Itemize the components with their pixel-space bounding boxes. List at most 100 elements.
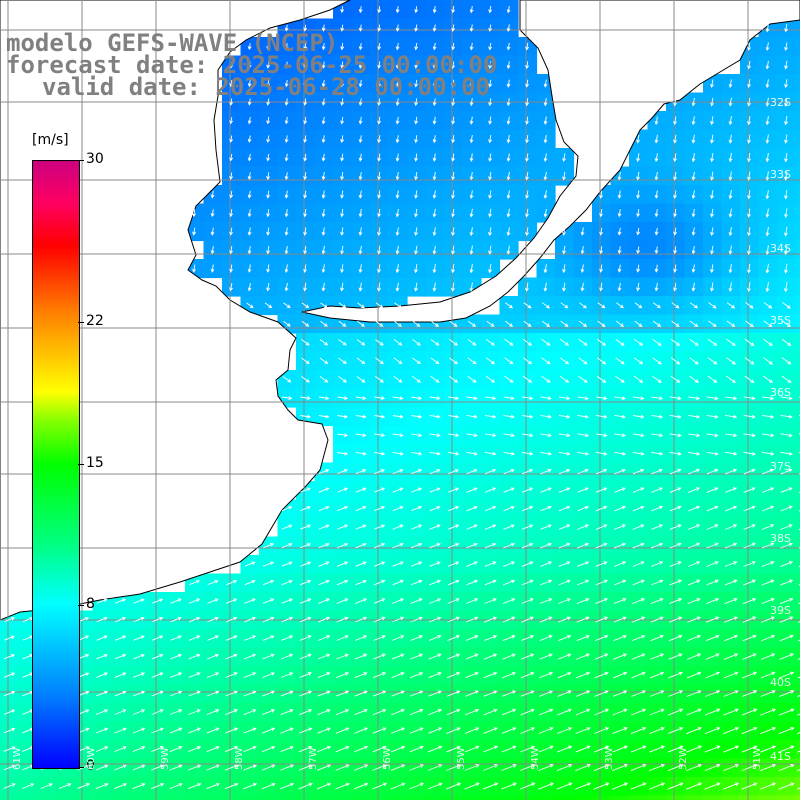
wind-arrow: [392, 451, 404, 456]
wind-arrow: [615, 338, 625, 346]
wind-arrow: [503, 524, 515, 530]
wind-arrow: [448, 487, 460, 493]
wind-arrow: [784, 263, 788, 274]
wind-arrow: [691, 190, 696, 200]
wind-arrow: [612, 671, 628, 679]
wind-arrow: [284, 153, 289, 162]
wind-arrow: [429, 487, 441, 493]
wind-arrow: [303, 190, 307, 199]
wind-arrow: [691, 171, 696, 181]
wind-arrow: [483, 653, 498, 660]
wind-arrow: [264, 302, 273, 309]
wind-arrow: [358, 135, 363, 144]
wind-arrow: [187, 782, 202, 790]
wind-arrow: [338, 320, 347, 327]
wind-arrow: [266, 209, 270, 218]
wind-arrow: [687, 616, 701, 623]
wind-arrow: [543, 190, 548, 200]
wind-arrow: [409, 745, 424, 753]
wind-cell: [259, 795, 279, 800]
wind-arrow: [280, 745, 294, 753]
wind-arrow: [4, 616, 15, 623]
wind-arrow: [688, 396, 701, 401]
wind-arrow: [281, 524, 293, 530]
wind-arrow: [317, 672, 331, 679]
wind-arrow: [373, 635, 386, 641]
wind-arrow: [335, 782, 350, 790]
wind-arrow: [747, 245, 751, 255]
wind-arrow: [580, 264, 585, 274]
wind-arrow: [340, 6, 345, 14]
wind-arrow: [391, 727, 406, 734]
wind-arrow: [337, 487, 348, 493]
wind-arrow: [744, 375, 755, 384]
wind-arrow: [484, 616, 497, 623]
wind-arrow: [447, 451, 460, 456]
wind-arrow: [539, 690, 554, 697]
wind-arrow: [340, 61, 345, 69]
wind-arrow: [318, 542, 330, 549]
wind-arrow: [504, 375, 514, 383]
wind-arrow: [761, 524, 775, 530]
wind-arrow: [488, 116, 492, 125]
wind-arrow: [451, 153, 455, 162]
wind-arrow: [377, 24, 382, 32]
lon-label: 55W: [456, 747, 467, 770]
wind-arrow: [761, 597, 775, 605]
wind-arrow: [617, 190, 622, 199]
wind-arrow: [466, 524, 478, 530]
wind-arrow: [284, 116, 289, 125]
wind-arrow: [358, 79, 363, 88]
wind-arrow: [593, 763, 610, 772]
wind-arrow: [449, 339, 458, 346]
wind-arrow: [651, 396, 664, 401]
wind-arrow: [710, 227, 714, 237]
wind-arrow: [779, 653, 794, 660]
wind-arrow: [169, 746, 183, 753]
wind-arrow: [337, 524, 349, 530]
wind-arrow: [504, 338, 514, 346]
wind-arrow: [358, 264, 363, 274]
wind-cell: [388, 795, 408, 800]
wind-arrow: [525, 79, 529, 88]
wind-arrow: [520, 708, 535, 716]
wind-arrow: [151, 746, 165, 753]
wind-arrow: [778, 690, 795, 698]
lon-label: 53W: [604, 747, 615, 770]
lat-label: 33S: [770, 168, 791, 181]
wind-cell: [18, 795, 38, 800]
wind-arrow: [188, 690, 201, 697]
wind-arrow: [654, 134, 659, 144]
wind-arrow: [321, 24, 326, 32]
wind-arrow: [301, 320, 310, 327]
wind-arrow: [414, 61, 419, 69]
colorbar-tick-mark: [78, 767, 84, 768]
wind-arrow: [411, 396, 423, 401]
wind-arrow: [303, 24, 308, 32]
wind-arrow: [747, 79, 751, 89]
wind-arrow: [355, 598, 368, 604]
wind-arrow: [224, 764, 239, 771]
wind-cell: [795, 351, 800, 371]
wind-arrow: [95, 746, 109, 752]
wind-arrow: [539, 598, 553, 604]
wind-arrow: [320, 320, 328, 327]
wind-arrow: [636, 227, 641, 236]
wind-arrow: [394, 320, 402, 327]
wind-cell: [795, 166, 800, 186]
wind-arrow: [502, 671, 516, 679]
wind-arrow: [488, 208, 492, 218]
wind-arrow: [599, 282, 603, 292]
wind-arrow: [412, 375, 421, 383]
wind-arrow: [728, 190, 733, 200]
land-mass: [0, 0, 800, 621]
wind-arrow: [502, 653, 516, 660]
wind-arrow: [780, 561, 793, 568]
wind-arrow: [374, 487, 386, 493]
wind-arrow: [448, 468, 460, 475]
wind-arrow: [710, 79, 714, 89]
wind-arrow: [206, 764, 220, 771]
wind-arrow: [557, 708, 572, 716]
wind-arrow: [654, 227, 659, 236]
wind-arrow: [358, 61, 363, 69]
